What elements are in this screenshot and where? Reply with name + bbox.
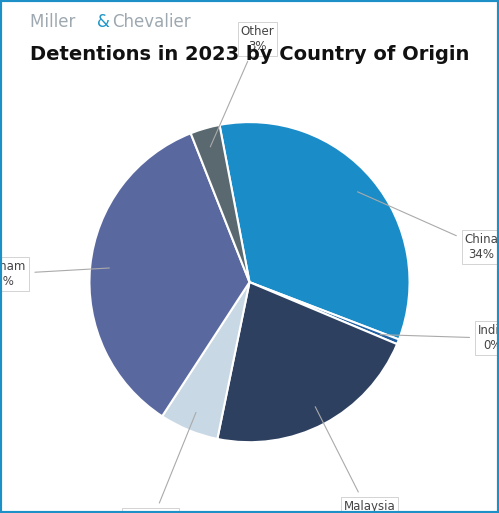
Text: Vietnam
35%: Vietnam 35% xyxy=(0,260,109,288)
Text: India
0%: India 0% xyxy=(380,324,499,352)
Text: Chevalier: Chevalier xyxy=(112,12,191,31)
Wedge shape xyxy=(162,282,250,439)
Title: Detentions in 2023 by Country of Origin: Detentions in 2023 by Country of Origin xyxy=(30,45,469,64)
Text: Miller: Miller xyxy=(30,12,80,31)
Wedge shape xyxy=(218,282,397,442)
Text: Malaysia
22%: Malaysia 22% xyxy=(315,407,395,513)
Text: Thailand
6%: Thailand 6% xyxy=(125,412,196,513)
Text: &: & xyxy=(97,12,110,31)
Text: China
34%: China 34% xyxy=(358,192,499,261)
Wedge shape xyxy=(89,133,250,416)
Wedge shape xyxy=(191,125,250,282)
Wedge shape xyxy=(250,282,399,344)
Text: Other
3%: Other 3% xyxy=(210,25,274,147)
Wedge shape xyxy=(220,122,410,340)
